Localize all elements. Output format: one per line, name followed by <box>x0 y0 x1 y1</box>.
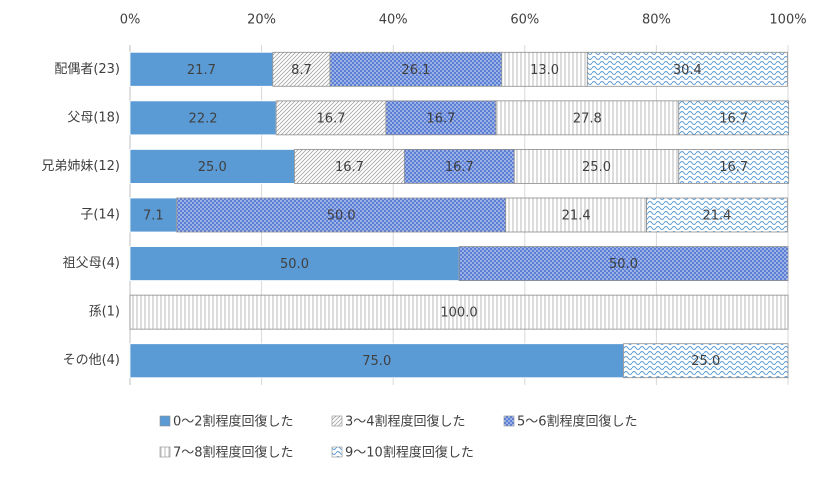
legend-label: 3～4割程度回復した <box>345 414 466 430</box>
value-label: 22.2 <box>189 111 218 126</box>
value-label: 16.7 <box>445 160 474 175</box>
bar-segment <box>129 343 624 379</box>
bar-segment <box>129 100 277 136</box>
bar-segment <box>129 149 295 184</box>
value-label: 30.4 <box>673 63 702 78</box>
bar-segment <box>513 149 680 184</box>
x-tick-label: 20% <box>247 13 276 28</box>
bar-segment <box>176 197 507 233</box>
y-tick-label: 配偶者(23) <box>54 62 120 77</box>
bar-segment <box>501 51 588 87</box>
value-label: 16.7 <box>317 111 346 126</box>
bar-segment <box>623 343 789 379</box>
value-label: 7.1 <box>143 209 164 224</box>
value-label: 50.0 <box>327 209 356 224</box>
x-tick-label: 60% <box>510 13 539 28</box>
value-label: 50.0 <box>280 257 309 272</box>
value-label: 13.0 <box>530 63 559 78</box>
bar-segment <box>129 294 789 330</box>
y-tick-label: 孫(1) <box>89 305 120 320</box>
x-tick-label: 40% <box>379 13 408 28</box>
value-label: 16.7 <box>426 111 455 126</box>
legend-swatch <box>159 415 171 427</box>
legend-swatch <box>159 446 171 458</box>
y-tick-label: 父母(18) <box>67 110 120 125</box>
value-label: 26.1 <box>401 63 430 78</box>
legend-label: 5～6割程度回復した <box>517 414 638 430</box>
bar-segment <box>458 246 789 281</box>
y-tick-label: その他(4) <box>63 353 120 368</box>
bar-segment <box>129 51 274 87</box>
bar-segment <box>678 149 790 184</box>
bar-segment <box>129 197 178 233</box>
legend-label: 7～8割程度回復した <box>173 445 294 461</box>
value-label: 25.0 <box>582 160 611 175</box>
value-label: 21.4 <box>562 209 591 224</box>
value-label: 21.7 <box>187 63 216 78</box>
value-label: 75.0 <box>362 354 391 369</box>
x-tick-label: 80% <box>642 13 671 28</box>
value-label: 25.0 <box>198 160 227 175</box>
value-label: 16.7 <box>335 160 364 175</box>
value-label: 27.8 <box>573 111 602 126</box>
legend-label: 9～10割程度回復した <box>345 445 474 461</box>
value-label: 25.0 <box>691 354 720 369</box>
bar-segment <box>272 51 331 87</box>
y-tick-label: 祖父母(4) <box>63 256 120 271</box>
bar-segment <box>329 51 503 87</box>
value-label: 100.0 <box>440 306 477 321</box>
value-label: 16.7 <box>719 160 748 175</box>
value-label: 50.0 <box>609 257 638 272</box>
y-tick-label: 子(14) <box>80 208 120 223</box>
legend-swatch <box>503 415 515 427</box>
x-tick-label: 0% <box>120 13 141 28</box>
bar-segment <box>129 246 460 281</box>
bar-segment <box>495 100 680 136</box>
bar-segment <box>403 149 515 184</box>
value-label: 21.4 <box>702 209 731 224</box>
legend-swatch <box>331 415 343 427</box>
bar-segment <box>678 100 790 136</box>
bar-segment <box>294 149 405 184</box>
bar-segment <box>586 51 788 87</box>
legend-swatch <box>331 446 343 458</box>
legend-label: 0～2割程度回復した <box>173 414 294 430</box>
bar-segment <box>646 197 788 233</box>
x-tick-label: 100% <box>769 13 806 28</box>
y-tick-label: 兄弟姉妹(12) <box>41 159 120 174</box>
value-label: 8.7 <box>291 63 312 78</box>
value-label: 16.7 <box>719 111 748 126</box>
